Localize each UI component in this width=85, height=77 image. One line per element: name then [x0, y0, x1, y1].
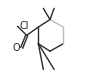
Text: Cl: Cl: [19, 21, 29, 31]
Text: O: O: [12, 43, 20, 53]
